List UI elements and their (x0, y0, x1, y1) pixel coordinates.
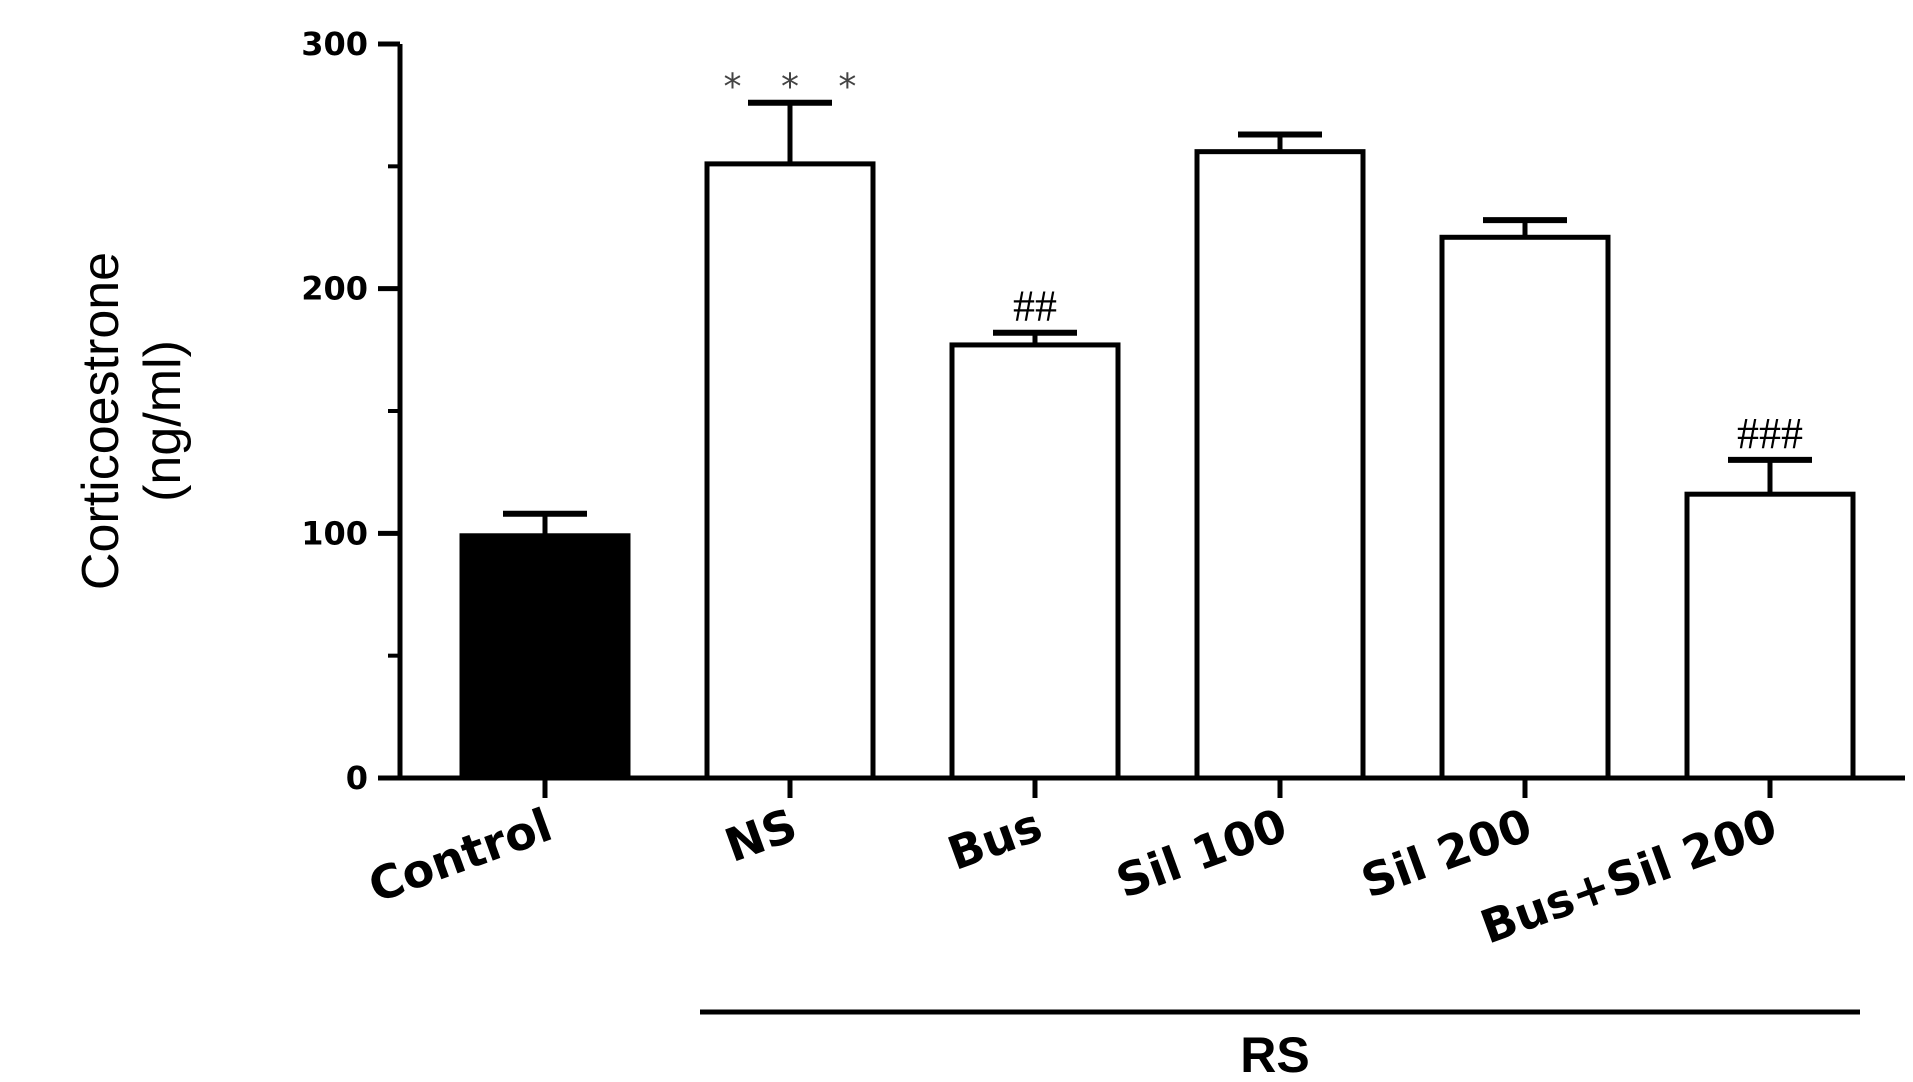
y-axis-title: Corticoestrone (72, 252, 130, 590)
x-tick-label: NS (718, 798, 804, 873)
bar-bus (949, 342, 1121, 781)
y-tick-label: 0 (346, 759, 368, 797)
error-bars (503, 99, 1812, 536)
y-axis-label: Corticoestrone (ng/ml) (72, 252, 192, 590)
group-label: RS (1240, 1027, 1309, 1082)
axes: 0 100 200 300 (301, 25, 1905, 797)
significance-marker: * * * (724, 67, 871, 108)
bars (459, 149, 1856, 781)
bar-control (459, 533, 631, 781)
y-tick-label: 300 (301, 25, 368, 63)
significance-marker: ## (1013, 282, 1057, 331)
x-tick-label: Bus (941, 798, 1049, 881)
significance-annotations: * * *##### (724, 67, 1803, 458)
x-tick-label: Sil 100 (1109, 798, 1294, 909)
bar-sil-100 (1194, 149, 1366, 781)
y-tick-label: 100 (301, 514, 368, 552)
y-tick-label: 200 (301, 270, 368, 308)
bar-sil-200 (1439, 234, 1611, 781)
rs-group-bracket: RS (700, 1009, 1860, 1082)
bar-bus-sil-200 (1684, 491, 1856, 781)
x-tick-label: Control (362, 798, 559, 914)
y-axis-unit: (ng/ml) (134, 340, 192, 502)
bar-ns (704, 161, 876, 781)
significance-marker: ### (1737, 409, 1803, 458)
